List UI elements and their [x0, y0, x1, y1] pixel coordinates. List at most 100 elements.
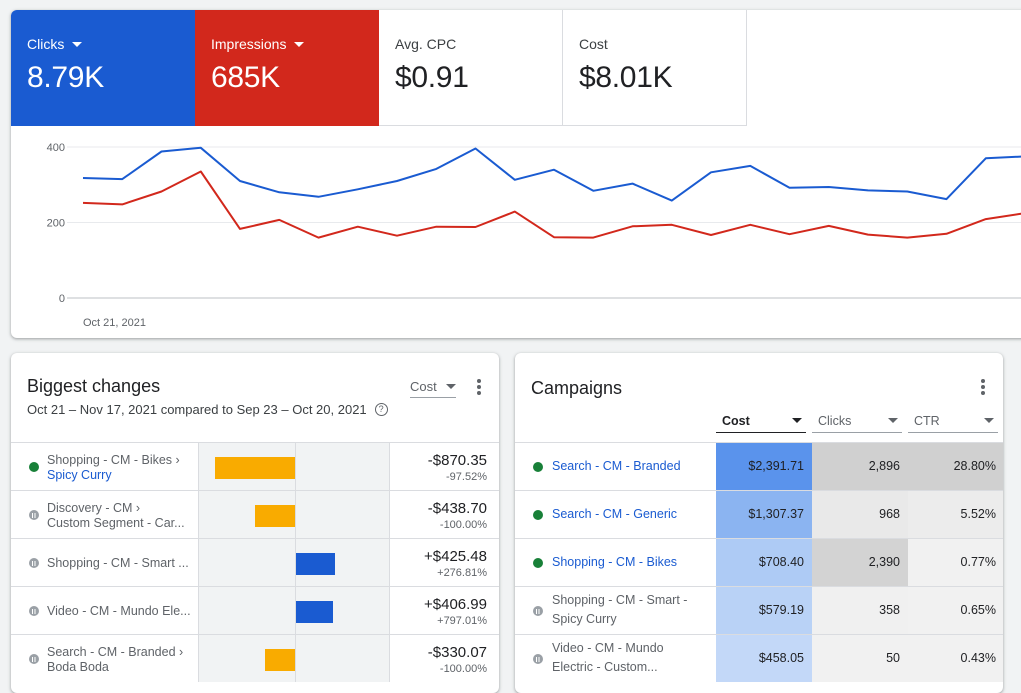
- change-row-name: Discovery - CM › Custom Segment - Car...: [47, 501, 197, 531]
- status-paused-icon: [29, 606, 39, 616]
- performance-overview-card: Clicks 8.79K Impressions 685K Avg. CPC $…: [11, 10, 1021, 338]
- biggest-change-row[interactable]: Shopping - CM - Smart ... +$425.48 +276.…: [11, 538, 499, 586]
- change-percent: +276.81%: [437, 567, 487, 579]
- change-amount: -$330.07: [427, 644, 487, 661]
- campaign-row[interactable]: Shopping - CM - Bikes $708.40 2,390 0.77%: [515, 538, 1003, 586]
- campaign-clicks-cell: 2,896: [812, 443, 908, 490]
- campaigns-card: Campaigns Cost Clicks CTR Search - CM - …: [515, 353, 1003, 693]
- status-paused-icon: [533, 654, 543, 664]
- chevron-down-icon: [984, 418, 994, 423]
- date-range-subtitle: Oct 21 – Nov 17, 2021 compared to Sep 23…: [27, 402, 388, 417]
- change-bar-cell: [198, 635, 390, 682]
- biggest-changes-card: Biggest changes Cost Oct 21 – Nov 17, 20…: [11, 353, 499, 693]
- metric-cost-value: $8.01K: [579, 61, 673, 94]
- change-amount: -$438.70: [427, 500, 487, 517]
- metric-tab-cost[interactable]: Cost $8.01K: [563, 10, 747, 126]
- campaign-name[interactable]: Search - CM - Branded: [552, 457, 712, 476]
- change-value: -$330.07 -100.00%: [428, 644, 487, 675]
- change-amount: +$406.99: [424, 596, 487, 613]
- biggest-change-row[interactable]: Discovery - CM › Custom Segment - Car... …: [11, 490, 499, 538]
- campaign-ctr-cell: 28.80%: [908, 443, 1003, 490]
- campaign-name-line: Video - CM - Mundo: [552, 641, 664, 655]
- zero-axis-line: [295, 491, 296, 538]
- change-bar-cell: [198, 539, 390, 586]
- more-options-icon[interactable]: [980, 379, 986, 397]
- change-row-campaign: Video - CM - Mundo Ele...: [47, 604, 191, 618]
- column-header-cost-label: Cost: [722, 413, 750, 428]
- change-row-subname[interactable]: Spicy Curry: [47, 468, 112, 482]
- campaign-name[interactable]: Search - CM - Generic: [552, 505, 712, 524]
- column-header-clicks-label: Clicks: [818, 413, 852, 428]
- status-paused-icon: [29, 510, 39, 520]
- campaign-row[interactable]: Shopping - CM - Smart - Spicy Curry $579.…: [515, 586, 1003, 634]
- campaign-clicks-cell: 50: [812, 635, 908, 682]
- campaign-cost-cell: $458.05: [716, 635, 812, 682]
- column-header-cost[interactable]: Cost: [716, 413, 806, 433]
- campaign-cost-cell: $1,307.37: [716, 491, 812, 538]
- campaign-clicks-cell: 968: [812, 491, 908, 538]
- biggest-changes-title: Biggest changes: [27, 376, 161, 396]
- campaign-name: Shopping - CM - Smart - Spicy Curry: [552, 591, 712, 629]
- change-bar-cell: [198, 491, 390, 538]
- date-range-text: Oct 21 – Nov 17, 2021 compared to Sep 23…: [27, 402, 367, 417]
- zero-axis-line: [295, 635, 296, 682]
- metric-clicks-label: Clicks: [27, 36, 65, 52]
- status-active-icon: [533, 462, 543, 472]
- column-header-ctr[interactable]: CTR: [908, 413, 998, 433]
- help-icon[interactable]: ?: [374, 403, 388, 416]
- campaign-name: Video - CM - Mundo Electric - Custom...: [552, 639, 712, 677]
- sort-down-icon: [792, 418, 802, 423]
- campaign-ctr-cell: 0.65%: [908, 587, 1003, 634]
- status-paused-icon: [533, 606, 543, 616]
- change-value: -$870.35 -97.52%: [428, 452, 487, 483]
- series-line-clicks: [82, 146, 1021, 202]
- column-header-clicks[interactable]: Clicks: [812, 413, 902, 433]
- biggest-change-row[interactable]: Shopping - CM - Bikes › Spicy Curry -$870…: [11, 442, 499, 490]
- change-amount: -$870.35: [427, 452, 487, 469]
- change-row-campaign: Search - CM - Branded ›: [47, 645, 184, 659]
- change-row-name: Shopping - CM - Smart ...: [47, 556, 197, 571]
- chevron-down-icon: [294, 41, 305, 47]
- campaign-row[interactable]: Video - CM - Mundo Electric - Custom... $…: [515, 634, 1003, 682]
- campaign-name[interactable]: Shopping - CM - Bikes: [552, 553, 712, 572]
- campaigns-title: Campaigns: [531, 378, 623, 398]
- biggest-change-row[interactable]: Video - CM - Mundo Ele... +$406.99 +797.…: [11, 586, 499, 634]
- campaign-cost-cell: $2,391.71: [716, 443, 812, 490]
- change-bar-cell: [198, 587, 390, 634]
- campaign-name-line: Spicy Curry: [552, 612, 617, 626]
- metric-impressions-value: 685K: [211, 61, 280, 94]
- campaign-cost-cell: $579.19: [716, 587, 812, 634]
- chevron-down-icon: [72, 41, 83, 47]
- x-tick-label: Oct 21, 2021: [83, 317, 146, 329]
- change-value: -$438.70 -100.00%: [428, 500, 487, 531]
- status-paused-icon: [29, 558, 39, 568]
- campaign-row[interactable]: Search - CM - Branded $2,391.71 2,896 28.8…: [515, 442, 1003, 490]
- metric-tab-clicks[interactable]: Clicks 8.79K: [11, 10, 195, 126]
- campaign-ctr-cell: 5.52%: [908, 491, 1003, 538]
- metric-dropdown[interactable]: Cost: [410, 379, 456, 398]
- change-percent: +797.01%: [437, 615, 487, 627]
- zero-axis-line: [295, 443, 296, 490]
- metric-clicks-label-row: Clicks: [27, 36, 179, 52]
- change-bar: [254, 505, 295, 527]
- campaign-name-line: Search - CM - Generic: [552, 507, 678, 521]
- campaign-cost-cell: $708.40: [716, 539, 812, 586]
- campaign-ctr-cell: 0.43%: [908, 635, 1003, 682]
- change-row-campaign: Discovery - CM ›: [47, 501, 141, 515]
- metric-cost-label: Cost: [579, 36, 608, 52]
- more-options-icon[interactable]: [476, 379, 482, 397]
- biggest-change-row[interactable]: Search - CM - Branded › Boda Boda -$330.0…: [11, 634, 499, 682]
- campaign-ctr-cell: 0.77%: [908, 539, 1003, 586]
- status-paused-icon: [29, 654, 39, 664]
- change-amount: +$425.48: [424, 548, 487, 565]
- metric-tab-impressions[interactable]: Impressions 685K: [195, 10, 379, 126]
- change-bar: [215, 457, 295, 479]
- series-line-impressions: [82, 170, 1021, 239]
- change-bar: [296, 553, 336, 575]
- change-percent: -100.00%: [439, 519, 487, 531]
- metric-tab-avg-cpc[interactable]: Avg. CPC $0.91: [379, 10, 563, 126]
- campaign-row[interactable]: Search - CM - Generic $1,307.37 968 5.52%: [515, 490, 1003, 538]
- change-row-campaign: Shopping - CM - Bikes ›: [47, 453, 180, 467]
- metric-impressions-label: Impressions: [211, 36, 287, 52]
- change-row-name: Shopping - CM - Bikes › Spicy Curry: [47, 453, 197, 483]
